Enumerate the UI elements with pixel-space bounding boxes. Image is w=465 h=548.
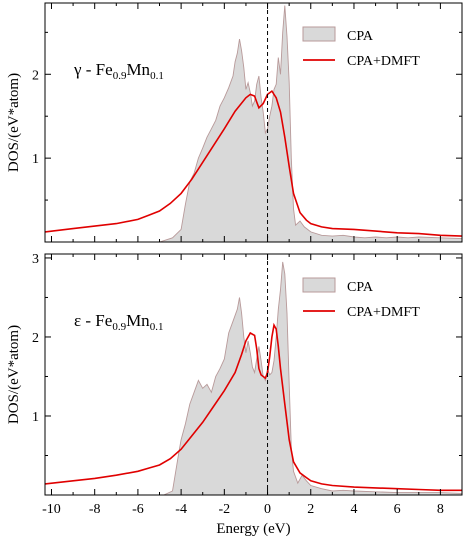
series-cpa-dmft-line xyxy=(45,322,462,492)
legend-label-cpa-dmft: CPA+DMFT xyxy=(347,305,420,320)
legend-label-cpa: CPA xyxy=(347,29,374,44)
y-tick-label: 3 xyxy=(32,252,39,267)
composition-annotation: ε - Fe0.9Mn0.1 xyxy=(74,311,163,333)
x-tick-label: 0 xyxy=(264,502,271,517)
y-tick-label: 2 xyxy=(32,68,39,83)
x-tick-label: -8 xyxy=(89,502,101,517)
y-tick-label: 2 xyxy=(32,331,39,346)
panel-top: 1 2 DOS/(eV*atom) γ - Fe0.9Mn0.1 CPA CPA+DMFT xyxy=(6,2,463,243)
plot-frame xyxy=(44,253,463,496)
legend-swatch-cpa xyxy=(302,277,336,293)
x-tick-label: 2 xyxy=(307,502,314,517)
legend: CPA CPA+DMFT xyxy=(302,26,420,69)
x-tick-label: -10 xyxy=(42,502,61,517)
y-axis-label: DOS/(eV*atom) xyxy=(6,325,22,424)
composition-annotation: γ - Fe0.9Mn0.1 xyxy=(73,60,164,82)
plot-frame xyxy=(44,2,463,243)
x-tick-label: -6 xyxy=(132,502,144,517)
panel-bottom: 1 2 3 -10 -8 -6 -4 -2 0 2 4 6 8 Energy (eV) DOS/(eV*at… xyxy=(6,252,463,537)
y-tick-label: 1 xyxy=(32,152,39,167)
series-cpa-dmft-line xyxy=(45,89,462,237)
x-axis-label: Energy (eV) xyxy=(216,521,290,537)
x-tick-label: 8 xyxy=(437,502,444,517)
y-axis-label: DOS/(eV*atom) xyxy=(6,73,22,172)
legend: CPA CPA+DMFT xyxy=(302,277,420,320)
legend-label-cpa: CPA xyxy=(347,280,374,295)
x-tick-label: 6 xyxy=(394,502,401,517)
series-cpa-area xyxy=(163,261,462,495)
legend-label-cpa-dmft: CPA+DMFT xyxy=(347,54,420,69)
x-tick-label: 4 xyxy=(350,502,357,517)
legend-swatch-cpa xyxy=(302,26,336,42)
x-tick-label: -4 xyxy=(175,502,187,517)
y-tick-label: 1 xyxy=(32,410,39,425)
x-tick-label: -2 xyxy=(218,502,230,517)
